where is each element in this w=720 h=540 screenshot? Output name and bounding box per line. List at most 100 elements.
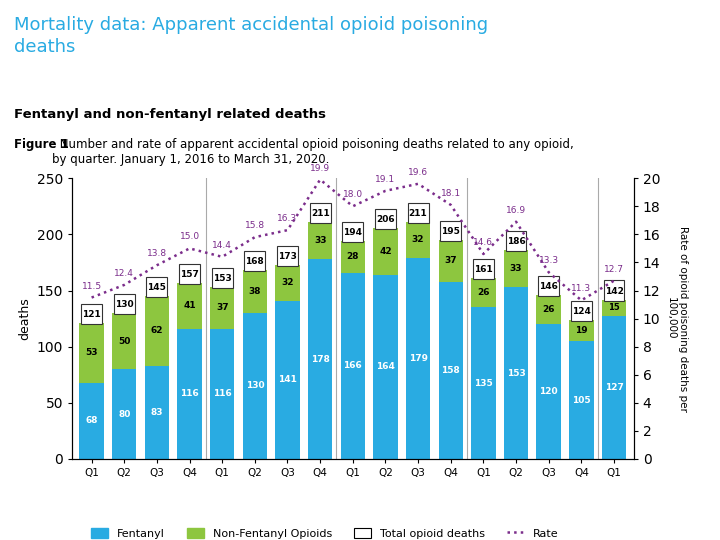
FancyBboxPatch shape <box>343 222 363 242</box>
Text: 161: 161 <box>474 265 492 274</box>
FancyBboxPatch shape <box>114 294 135 314</box>
Text: 13.3: 13.3 <box>539 256 559 265</box>
Text: 15.8: 15.8 <box>245 221 265 230</box>
Text: 116: 116 <box>213 389 232 399</box>
Bar <box>112 369 137 459</box>
Text: 33: 33 <box>510 264 522 273</box>
Bar <box>210 287 235 329</box>
Text: 13.8: 13.8 <box>147 249 167 258</box>
Text: 19.9: 19.9 <box>310 164 330 173</box>
Text: 158: 158 <box>441 366 460 375</box>
Text: 173: 173 <box>278 252 297 261</box>
Text: 50: 50 <box>118 336 130 346</box>
Text: 164: 164 <box>376 362 395 372</box>
Text: Figure 1: Figure 1 <box>14 138 69 151</box>
Bar <box>243 313 267 459</box>
Bar <box>471 307 495 459</box>
Bar <box>536 295 561 324</box>
Text: 153: 153 <box>507 369 526 377</box>
Text: 11.3: 11.3 <box>571 285 591 293</box>
Text: 68: 68 <box>86 416 98 426</box>
FancyBboxPatch shape <box>212 268 233 288</box>
Text: 15.0: 15.0 <box>179 232 199 241</box>
Text: 16.9: 16.9 <box>506 206 526 215</box>
Bar <box>177 329 202 459</box>
Text: 11.5: 11.5 <box>81 281 102 291</box>
Text: 19: 19 <box>575 326 588 335</box>
Bar <box>438 281 463 459</box>
Text: 18.0: 18.0 <box>343 190 363 199</box>
Bar <box>536 324 561 459</box>
Text: 38: 38 <box>248 287 261 296</box>
FancyBboxPatch shape <box>310 203 330 223</box>
Text: 80: 80 <box>118 409 130 418</box>
Text: 179: 179 <box>409 354 428 363</box>
Bar <box>569 341 593 459</box>
Text: 116: 116 <box>180 389 199 399</box>
Bar <box>79 383 104 459</box>
Text: 135: 135 <box>474 379 492 388</box>
Bar <box>341 273 365 459</box>
Bar <box>504 287 528 459</box>
Text: 32: 32 <box>282 278 294 287</box>
Text: 168: 168 <box>246 258 264 266</box>
Text: 130: 130 <box>246 381 264 390</box>
Bar <box>373 228 397 275</box>
Bar <box>602 300 626 316</box>
FancyBboxPatch shape <box>375 208 396 229</box>
Text: 12.7: 12.7 <box>604 265 624 274</box>
Text: 195: 195 <box>441 227 460 236</box>
Bar <box>308 259 333 459</box>
FancyBboxPatch shape <box>244 251 265 272</box>
Text: 186: 186 <box>507 237 526 246</box>
Text: 16.3: 16.3 <box>277 214 297 223</box>
Text: 33: 33 <box>314 236 326 245</box>
FancyBboxPatch shape <box>81 304 102 324</box>
Y-axis label: Rate of opioid poisoning deaths per
100,000: Rate of opioid poisoning deaths per 100,… <box>666 226 688 411</box>
Bar <box>438 240 463 281</box>
Text: 206: 206 <box>376 215 395 224</box>
Text: 26: 26 <box>542 305 555 314</box>
Text: 37: 37 <box>216 303 228 313</box>
Text: 166: 166 <box>343 361 362 370</box>
Text: 32: 32 <box>412 235 424 245</box>
Bar <box>112 313 137 369</box>
Text: 15: 15 <box>608 303 620 313</box>
FancyBboxPatch shape <box>473 259 494 279</box>
Legend: Fentanyl, Non-Fentanyl Opioids, Total opioid deaths, Rate: Fentanyl, Non-Fentanyl Opioids, Total op… <box>87 524 562 540</box>
Text: 42: 42 <box>379 247 392 256</box>
Bar <box>210 329 235 459</box>
Text: 124: 124 <box>572 307 591 316</box>
Bar <box>275 301 300 459</box>
Bar <box>341 241 365 273</box>
Bar <box>177 282 202 329</box>
Text: 141: 141 <box>278 375 297 384</box>
Text: 62: 62 <box>150 327 163 335</box>
Text: 127: 127 <box>605 383 624 392</box>
FancyBboxPatch shape <box>603 280 624 301</box>
Text: Fentanyl and non-fentanyl related deaths: Fentanyl and non-fentanyl related deaths <box>14 108 326 121</box>
Text: 12.4: 12.4 <box>114 269 134 278</box>
Bar <box>569 320 593 341</box>
Text: 19.6: 19.6 <box>408 168 428 177</box>
Bar <box>602 316 626 459</box>
Bar <box>79 323 104 383</box>
Text: 83: 83 <box>150 408 163 417</box>
Text: 142: 142 <box>605 287 624 295</box>
Text: 18.1: 18.1 <box>441 189 461 198</box>
Bar <box>406 258 431 459</box>
Bar <box>145 366 169 459</box>
FancyBboxPatch shape <box>408 203 428 223</box>
Text: 178: 178 <box>311 355 330 363</box>
Text: 157: 157 <box>180 270 199 279</box>
Text: 145: 145 <box>148 283 166 292</box>
FancyBboxPatch shape <box>277 246 298 266</box>
Text: : Number and rate of apparent accidental opioid poisoning deaths related to any : : Number and rate of apparent accidental… <box>52 138 574 166</box>
Bar <box>504 250 528 287</box>
Text: Mortality data: Apparent accidental opioid poisoning
deaths: Mortality data: Apparent accidental opio… <box>14 16 489 56</box>
Bar <box>275 265 300 301</box>
Text: 105: 105 <box>572 395 590 404</box>
Text: 120: 120 <box>539 387 558 396</box>
FancyBboxPatch shape <box>146 277 167 297</box>
Text: 211: 211 <box>409 209 428 218</box>
